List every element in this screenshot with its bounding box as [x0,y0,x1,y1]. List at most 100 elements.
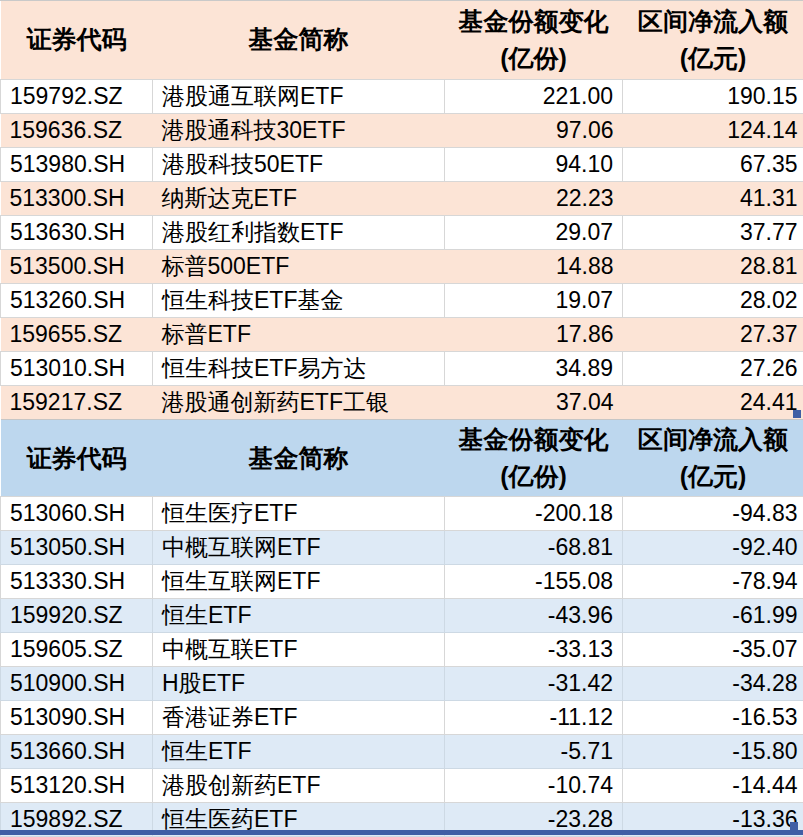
table-row: 159636.SZ港股通科技30ETF97.06124.14 [1,113,803,147]
cell-share-change[interactable]: 14.88 [445,249,623,283]
cell-fund-name[interactable]: 港股创新药ETF [153,769,445,803]
outflow-header-share-line1: 基金份额变化 [445,421,623,458]
cell-net-flow[interactable]: 37.77 [623,215,803,249]
cell-security-code[interactable]: 513330.SH [1,565,153,599]
cell-net-flow[interactable]: 124.14 [623,113,803,147]
cell-net-flow[interactable]: -15.80 [623,735,803,769]
cell-share-change[interactable]: 97.06 [445,113,623,147]
cell-fund-name[interactable]: 恒生ETF [153,599,445,633]
cell-share-change[interactable]: 37.04 [445,385,623,419]
cell-security-code[interactable]: 159655.SZ [1,317,153,351]
cell-net-flow[interactable]: -34.28 [623,667,803,701]
cell-share-change[interactable]: -11.12 [445,701,623,735]
inflow-header-net-flow[interactable]: 区间净流入额 (亿元) [623,1,803,79]
outflow-header-code[interactable]: 证券代码 [1,420,153,497]
inflow-header-name[interactable]: 基金简称 [153,1,445,79]
fill-handle-icon[interactable] [793,410,801,418]
cell-security-code[interactable]: 513500.SH [1,249,153,283]
cell-security-code[interactable]: 513630.SH [1,215,153,249]
cell-net-flow[interactable]: -14.44 [623,769,803,803]
cell-fund-name[interactable]: 中概互联ETF [153,633,445,667]
inflow-header-code[interactable]: 证券代码 [1,1,153,79]
cell-net-flow[interactable]: -78.94 [623,565,803,599]
cell-fund-name[interactable]: 港股红利指数ETF [153,215,445,249]
cell-share-change[interactable]: 22.23 [445,181,623,215]
table-row: 159655.SZ标普ETF17.8627.37 [1,317,803,351]
cell-security-code[interactable]: 513660.SH [1,735,153,769]
cell-share-change[interactable]: 17.86 [445,317,623,351]
cell-fund-name[interactable]: 标普ETF [153,317,445,351]
inflow-table: 证券代码 基金简称 基金份额变化 (亿份) 区间净流入额 (亿元) 159792… [0,1,803,419]
selection-border-bottom [0,830,803,835]
cell-share-change[interactable]: 221.00 [445,79,623,113]
cell-security-code[interactable]: 513120.SH [1,769,153,803]
table-row: 513300.SH纳斯达克ETF22.2341.31 [1,181,803,215]
cell-net-flow[interactable]: 27.37 [623,317,803,351]
outflow-header-net-flow[interactable]: 区间净流入额 (亿元) [623,420,803,497]
cell-fund-name[interactable]: 港股通科技30ETF [153,113,445,147]
cell-security-code[interactable]: 159217.SZ [1,385,153,419]
cell-fund-name[interactable]: 港股科技50ETF [153,147,445,181]
outflow-header-share-change[interactable]: 基金份额变化 (亿份) [445,420,623,497]
cell-fund-name[interactable]: 纳斯达克ETF [153,181,445,215]
cell-fund-name[interactable]: 恒生互联网ETF [153,565,445,599]
cell-net-flow[interactable]: -94.83 [623,497,803,531]
cell-share-change[interactable]: 94.10 [445,147,623,181]
table-row: 513010.SH恒生科技ETF易方达34.8927.26 [1,351,803,385]
cell-security-code[interactable]: 513090.SH [1,701,153,735]
inflow-header-flow-line2: (亿元) [623,40,803,77]
cell-fund-name[interactable]: 恒生医疗ETF [153,497,445,531]
cell-net-flow[interactable]: -16.53 [623,701,803,735]
cell-net-flow[interactable]: 27.26 [623,351,803,385]
cell-net-flow[interactable]: 28.02 [623,283,803,317]
fill-handle-icon[interactable] [790,822,798,830]
cell-security-code[interactable]: 513980.SH [1,147,153,181]
cell-security-code[interactable]: 159605.SZ [1,633,153,667]
cell-security-code[interactable]: 513300.SH [1,181,153,215]
cell-fund-name[interactable]: 恒生ETF [153,735,445,769]
cell-share-change[interactable]: -10.74 [445,769,623,803]
cell-fund-name[interactable]: H股ETF [153,667,445,701]
cell-share-change[interactable]: -43.96 [445,599,623,633]
cell-net-flow[interactable]: 28.81 [623,249,803,283]
table-row: 159217.SZ港股通创新药ETF工银37.0424.41 [1,385,803,419]
cell-fund-name[interactable]: 恒生科技ETF基金 [153,283,445,317]
cell-share-change[interactable]: -155.08 [445,565,623,599]
inflow-header-share-change[interactable]: 基金份额变化 (亿份) [445,1,623,79]
cell-fund-name[interactable]: 香港证券ETF [153,701,445,735]
cell-security-code[interactable]: 159636.SZ [1,113,153,147]
cell-net-flow[interactable]: -61.99 [623,599,803,633]
cell-net-flow[interactable]: 67.35 [623,147,803,181]
outflow-table-body: 513060.SH恒生医疗ETF-200.18-94.83513050.SH中概… [1,497,803,837]
cell-share-change[interactable]: -31.42 [445,667,623,701]
cell-net-flow[interactable]: 41.31 [623,181,803,215]
inflow-header-flow-line1: 区间净流入额 [623,3,803,40]
cell-fund-name[interactable]: 恒生科技ETF易方达 [153,351,445,385]
cell-share-change[interactable]: -200.18 [445,497,623,531]
cell-security-code[interactable]: 159792.SZ [1,79,153,113]
cell-security-code[interactable]: 513260.SH [1,283,153,317]
table-row: 159792.SZ港股通互联网ETF221.00190.15 [1,79,803,113]
cell-share-change[interactable]: -33.13 [445,633,623,667]
cell-security-code[interactable]: 510900.SH [1,667,153,701]
cell-fund-name[interactable]: 港股通创新药ETF工银 [153,385,445,419]
cell-fund-name[interactable]: 标普500ETF [153,249,445,283]
outflow-header-name[interactable]: 基金简称 [153,420,445,497]
cell-net-flow[interactable]: 190.15 [623,79,803,113]
table-row: 513500.SH标普500ETF14.8828.81 [1,249,803,283]
cell-net-flow[interactable]: -35.07 [623,633,803,667]
cell-share-change[interactable]: 29.07 [445,215,623,249]
cell-fund-name[interactable]: 港股通互联网ETF [153,79,445,113]
cell-net-flow[interactable]: -92.40 [623,531,803,565]
cell-share-change[interactable]: 19.07 [445,283,623,317]
cell-security-code[interactable]: 513060.SH [1,497,153,531]
cell-security-code[interactable]: 159920.SZ [1,599,153,633]
cell-net-flow[interactable]: 24.41 [623,385,803,419]
cell-share-change[interactable]: -5.71 [445,735,623,769]
cell-security-code[interactable]: 513010.SH [1,351,153,385]
cell-share-change[interactable]: 34.89 [445,351,623,385]
spreadsheet-view: 证券代码 基金简称 基金份额变化 (亿份) 区间净流入额 (亿元) 159792… [0,0,803,837]
cell-fund-name[interactable]: 中概互联网ETF [153,531,445,565]
cell-security-code[interactable]: 513050.SH [1,531,153,565]
cell-share-change[interactable]: -68.81 [445,531,623,565]
